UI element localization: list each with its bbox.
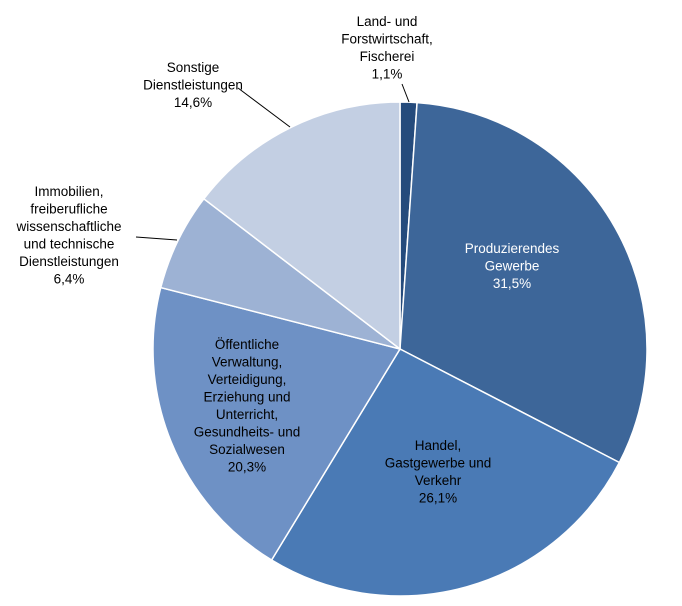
slice-category-label: Verteidigung, (208, 372, 287, 387)
slice-value-label: 1,1% (372, 67, 403, 82)
slice-category-label: Erziehung und (203, 390, 290, 405)
leader-line (401, 83, 410, 103)
leader-line (237, 87, 291, 128)
slice-value-label: 6,4% (54, 272, 85, 287)
slice-category-label: Unterricht, (216, 407, 278, 422)
slice-category-label: Verkehr (415, 473, 462, 488)
slice-category-label: Land- und (357, 14, 418, 29)
pie-slice (202, 101, 401, 351)
slice-category-label: Handel, (415, 438, 462, 453)
slice-label: Immobilien, freiberufliche wissenschaftlic… (15, 184, 121, 287)
slice-category-label: Immobilien, (34, 184, 103, 199)
slice-category-label: Fischerei (360, 49, 415, 64)
slice-label: Handel, Gastgewerbe und Verkehr 26,1% (385, 438, 492, 506)
slice-label: Produzierendes Gewerbe 31,5% (465, 241, 560, 291)
slice-category-label: und technische (24, 237, 115, 252)
slice-value-label: 14,6% (174, 95, 212, 110)
slice-category-label: Verwaltung, (212, 355, 283, 370)
slice-category-label: Gastgewerbe und (385, 456, 492, 471)
pie-slice (152, 286, 402, 562)
slice-value-label: 31,5% (493, 276, 531, 291)
pie-slice (399, 101, 648, 464)
slice-value-label: 26,1% (419, 491, 457, 506)
slice-label: Öffentliche Verwaltung, Verteidigung, Erzie… (194, 337, 301, 475)
slice-category-label: Dienstleistungen (143, 78, 243, 93)
slice-category-label: freiberufliche (30, 202, 107, 217)
slice-category-label: wissenschaftliche (15, 219, 121, 234)
pie-slice (270, 348, 621, 597)
slice-category-label: Sozialwesen (209, 442, 285, 457)
slice-category-label: Dienstleistungen (19, 254, 119, 269)
slice-category-label: Sonstige (167, 60, 220, 75)
slice-category-label: Forstwirtschaft, (341, 32, 433, 47)
slice-category-label: Öffentliche (215, 337, 279, 352)
slice-category-label: Gesundheits- und (194, 425, 301, 440)
leader-line (135, 236, 178, 241)
slice-value-label: 20,3% (228, 460, 266, 475)
slice-category-label: Produzierendes (465, 241, 560, 256)
slice-label: Land- und Forstwirtschaft, Fischerei 1,1% (341, 14, 433, 82)
slice-label: Sonstige Dienstleistungen 14,6% (143, 60, 243, 110)
slice-category-label: Gewerbe (485, 259, 540, 274)
